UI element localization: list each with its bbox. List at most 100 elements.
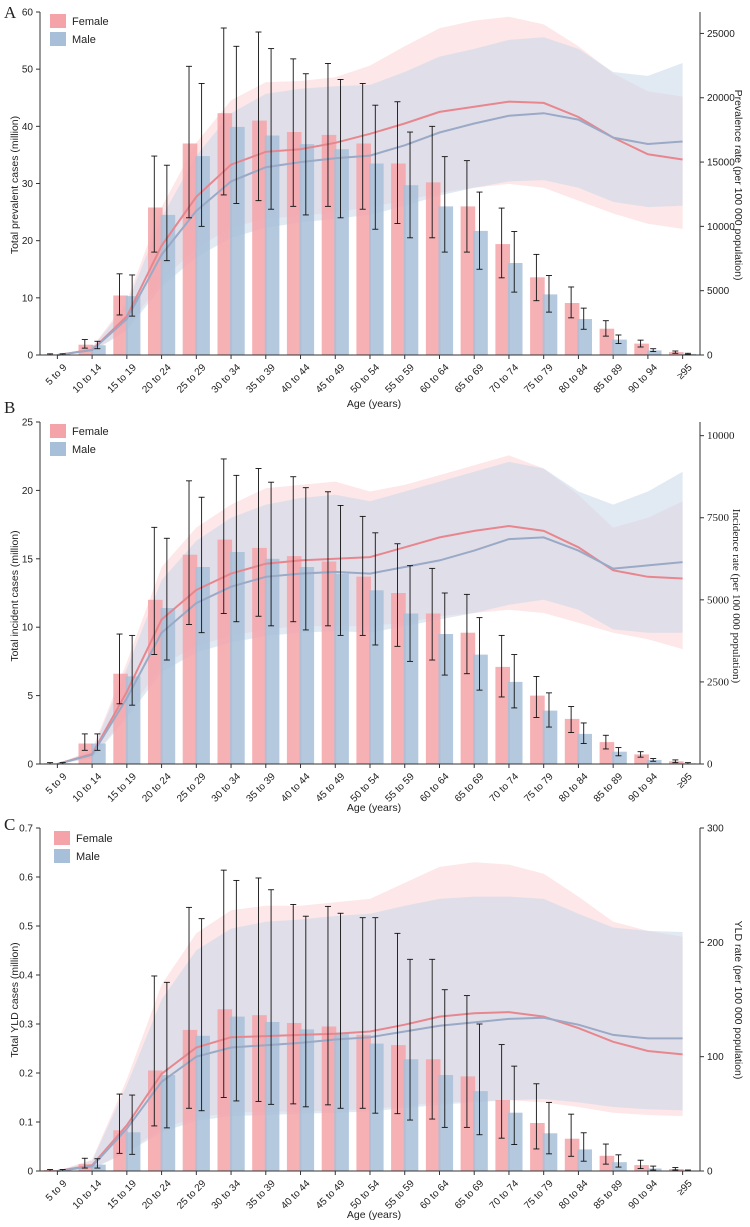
bar-male-14 <box>542 294 558 355</box>
y-tick-label-right: 300 <box>707 824 724 835</box>
y-tick-label-left: 20 <box>22 236 34 247</box>
error-bar-male-12 <box>476 1023 483 1136</box>
bar-female-14 <box>530 695 545 764</box>
bar-male-6 <box>264 1022 280 1171</box>
legend-female-label: Female <box>76 833 113 845</box>
legend-female-swatch <box>50 424 66 438</box>
bar-male-5 <box>230 1016 245 1171</box>
bar-female-12 <box>460 632 476 764</box>
bar-male-9 <box>369 163 384 355</box>
x-tick-label: 80 to 84 <box>557 1178 591 1212</box>
error-bar-female-15 <box>568 706 575 733</box>
error-bar-female-17 <box>637 339 644 348</box>
bar-female-3 <box>148 599 163 764</box>
x-tick-label: ≥95 <box>675 771 695 791</box>
bar-male-12 <box>473 654 488 764</box>
error-bar-male-4 <box>198 83 205 227</box>
error-bar-female-2 <box>116 273 123 316</box>
error-bar-female-16 <box>602 734 609 750</box>
y-tick-label-left: 0.7 <box>19 824 33 835</box>
legend-female-label: Female <box>72 16 109 28</box>
x-tick-label: 55 to 59 <box>383 771 417 805</box>
bar-female-6 <box>252 120 267 355</box>
error-bar-male-17 <box>650 1165 657 1171</box>
error-bar-female-12 <box>463 160 470 253</box>
bar-male-14 <box>542 710 558 764</box>
bar-male-9 <box>369 1043 384 1171</box>
bar-male-4 <box>195 567 210 764</box>
bar-male-16 <box>612 751 627 764</box>
bar-male-15 <box>577 733 592 764</box>
x-tick-label: 30 to 34 <box>210 1178 244 1212</box>
bar-male-6 <box>264 558 280 764</box>
error-bar-female-16 <box>602 320 609 337</box>
x-tick-label: 45 to 49 <box>314 771 348 805</box>
error-bar-male-9 <box>372 532 379 646</box>
error-bar-male-14 <box>545 692 552 728</box>
error-bar-female-5 <box>220 458 227 614</box>
x-tick-label: 60 to 64 <box>418 771 452 805</box>
x-tick-label: 10 to 14 <box>71 362 105 396</box>
bar-male-1 <box>91 345 106 355</box>
panel-letter-b: B <box>4 398 15 417</box>
x-tick-label: 50 to 54 <box>349 1178 383 1212</box>
x-tick-label: 50 to 54 <box>349 771 383 805</box>
rate-line-male <box>57 112 683 356</box>
error-bar-male-15 <box>580 307 587 330</box>
error-bar-male-1 <box>94 340 101 350</box>
error-bar-male-17 <box>650 758 657 762</box>
y-tick-label-right: 25000 <box>707 29 735 40</box>
bar-female-2 <box>113 673 128 764</box>
error-bar-female-2 <box>116 633 123 705</box>
bar-female-8 <box>321 561 337 764</box>
x-tick-label: 90 to 94 <box>627 771 661 805</box>
legend-female-label: Female <box>72 426 109 438</box>
x-tick-label: 80 to 84 <box>557 362 591 396</box>
x-tick-label: 55 to 59 <box>383 362 417 396</box>
bar-female-1 <box>78 743 94 764</box>
error-bar-female-13 <box>498 1044 505 1139</box>
bar-female-12 <box>460 1076 476 1171</box>
bar-female-14 <box>530 1123 545 1171</box>
bar-male-8 <box>334 149 349 355</box>
bar-female-17 <box>634 343 649 355</box>
panel-a-right-axis-title: Prevalence rate (per 100 000 population) <box>732 90 744 281</box>
x-tick-label: 15 to 19 <box>106 1178 140 1212</box>
error-bar-female-11 <box>429 125 436 239</box>
error-bar-female-8 <box>324 63 331 207</box>
bar-female-10 <box>391 593 406 764</box>
bar-male-3 <box>160 1075 176 1171</box>
x-tick-label: 40 to 44 <box>279 362 313 396</box>
x-tick-label: 10 to 14 <box>71 771 105 805</box>
x-tick-label: 65 to 69 <box>453 1178 487 1212</box>
error-bar-female-10 <box>394 543 401 647</box>
error-bar-female-5 <box>220 27 227 196</box>
panel-b-right-axis-title: Incidence rate (per 100 000 population) <box>730 509 742 684</box>
y-tick-label-left: 0.3 <box>19 1020 33 1031</box>
y-tick-label-left: 0.5 <box>19 922 33 933</box>
bar-female-6 <box>252 1015 267 1171</box>
error-bar-female-15 <box>568 1113 575 1157</box>
panel-c: C 0 0.1 0.2 0.3 0.4 0.5 0.6 0.7 0 100 200 300 5 to 9… <box>4 815 744 1221</box>
error-bar-female-1 <box>81 1157 88 1169</box>
x-tick-label: 90 to 94 <box>627 1178 661 1212</box>
y-tick-label-right: 7500 <box>707 512 730 524</box>
rate-band-male <box>57 896 683 1171</box>
error-bar-male-14 <box>545 1101 552 1155</box>
y-tick-label-right: 100 <box>707 1052 724 1063</box>
panel-c-y-axis-title: Total YLD cases (million) <box>9 942 21 1057</box>
error-bar-female-9 <box>359 515 366 636</box>
error-bar-female-7 <box>290 58 297 207</box>
y-tick-label-left: 60 <box>22 8 34 19</box>
x-tick-label: 60 to 64 <box>418 1178 452 1212</box>
x-tick-label: 20 to 24 <box>140 362 174 396</box>
error-bar-female-7 <box>290 903 297 1105</box>
x-tick-label: 45 to 49 <box>314 1178 348 1212</box>
x-tick-label: 20 to 24 <box>140 1178 174 1212</box>
bar-female-3 <box>148 1070 163 1171</box>
error-bar-female-10 <box>394 932 401 1115</box>
error-bar-female-3 <box>151 975 158 1127</box>
error-bar-female-2 <box>116 1093 123 1154</box>
x-tick-label: 30 to 34 <box>210 362 244 396</box>
x-tick-label: 20 to 24 <box>140 771 174 805</box>
